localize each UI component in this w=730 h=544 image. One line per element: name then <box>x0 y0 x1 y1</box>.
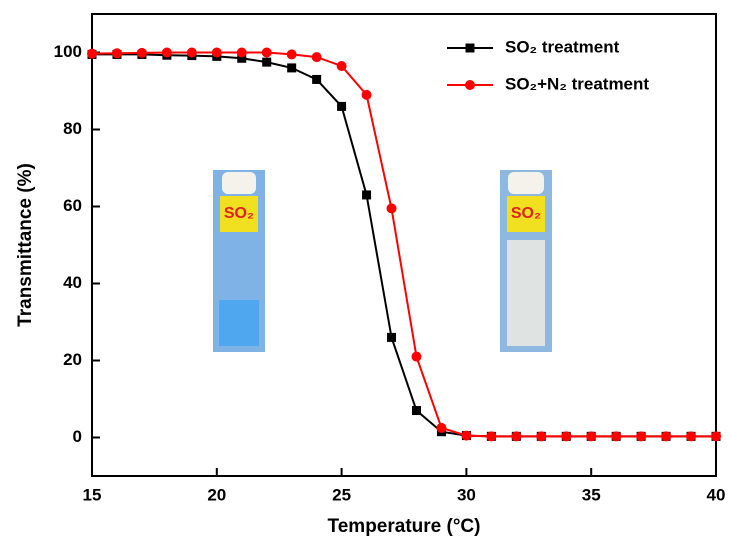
x-axis-label: Temperature (°C) <box>328 516 481 537</box>
series-line <box>92 53 716 437</box>
marker <box>461 431 471 441</box>
y-tick-label: 40 <box>63 273 82 292</box>
marker <box>611 431 621 441</box>
vial-right <box>500 170 552 352</box>
marker <box>337 102 346 111</box>
y-tick-label: 100 <box>54 42 82 61</box>
marker <box>137 48 147 58</box>
marker <box>337 61 347 71</box>
chart: SO₂ SO₂ Temperature (°C) Transmittance (… <box>0 0 730 544</box>
y-tick-label: 20 <box>63 350 82 369</box>
marker <box>287 63 296 72</box>
x-tick-label: 30 <box>457 485 476 504</box>
marker <box>187 48 197 58</box>
marker <box>162 48 172 58</box>
series-line <box>92 54 716 436</box>
marker <box>466 44 475 53</box>
x-tick-label: 40 <box>707 485 726 504</box>
marker <box>411 352 421 362</box>
marker <box>686 431 696 441</box>
marker <box>362 90 372 100</box>
marker <box>412 406 421 415</box>
marker <box>586 431 596 441</box>
marker <box>87 49 97 59</box>
marker <box>536 431 546 441</box>
vial-label: SO₂ <box>511 205 541 222</box>
marker <box>511 431 521 441</box>
x-tick-label: 25 <box>332 485 351 504</box>
marker <box>486 431 496 441</box>
marker <box>661 431 671 441</box>
marker <box>212 48 222 58</box>
x-tick-label: 15 <box>83 485 102 504</box>
vial-left <box>213 170 265 352</box>
marker <box>262 58 271 67</box>
marker <box>112 48 122 58</box>
x-tick-label: 20 <box>207 485 226 504</box>
marker <box>436 423 446 433</box>
marker <box>561 431 571 441</box>
marker <box>362 190 371 199</box>
legend-label: SO₂+N₂ treatment <box>505 74 649 93</box>
marker <box>387 203 397 213</box>
marker <box>387 333 396 342</box>
legend-label: SO₂ treatment <box>505 37 620 56</box>
marker <box>312 75 321 84</box>
marker <box>237 48 247 58</box>
y-tick-label: 0 <box>73 427 82 446</box>
marker <box>262 48 272 58</box>
marker <box>312 52 322 62</box>
marker <box>711 431 721 441</box>
y-tick-label: 60 <box>63 196 82 215</box>
marker <box>465 80 475 90</box>
marker <box>287 49 297 59</box>
y-tick-label: 80 <box>63 119 82 138</box>
y-axis-label: Transmittance (%) <box>15 163 36 327</box>
marker <box>636 431 646 441</box>
x-tick-label: 35 <box>582 485 601 504</box>
vial-label: SO₂ <box>224 205 254 222</box>
